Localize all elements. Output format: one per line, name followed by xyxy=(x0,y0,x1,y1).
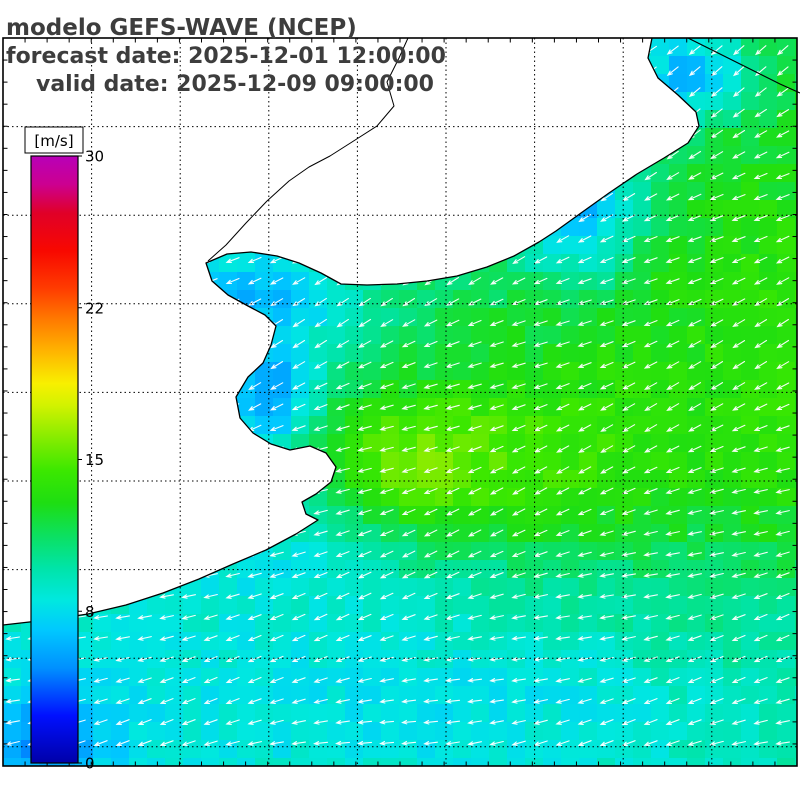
colorbar-tick-label: 0 xyxy=(85,755,95,773)
colorbar-tick-label: 22 xyxy=(85,299,104,317)
colorbar-gradient xyxy=(30,155,79,764)
colorbar-unit-box xyxy=(24,126,84,154)
colorbar-unit-label: [m/s] xyxy=(34,132,73,150)
coastline xyxy=(2,37,700,626)
frame-tick-marks xyxy=(3,38,797,766)
colorbar-tick-label: 30 xyxy=(85,148,104,166)
river-line xyxy=(207,37,409,262)
colorbar-tick-label: 15 xyxy=(85,451,104,469)
land-area xyxy=(3,38,699,625)
grid-lines xyxy=(3,38,797,766)
colorbar-tick-label: 8 xyxy=(85,603,95,621)
colorbar: 30 22 15 8 0 [m/s] xyxy=(24,126,104,773)
north-shore-coastline xyxy=(687,37,800,94)
